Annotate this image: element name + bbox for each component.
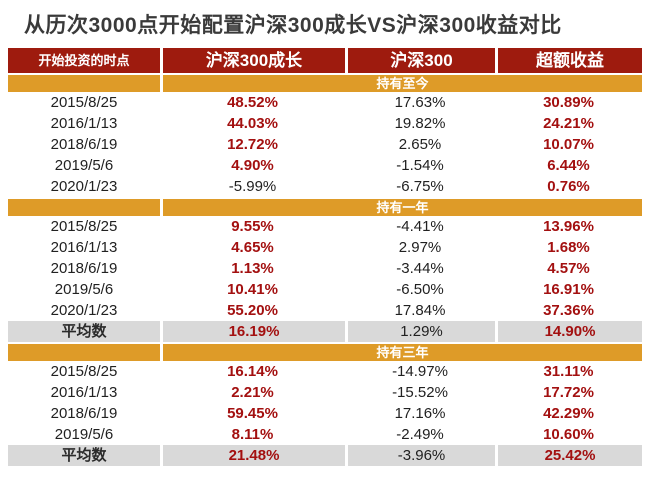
value-cell: 2.97% — [345, 237, 495, 258]
section-band-label: 持有至今 — [160, 75, 642, 92]
average-value-cell: 25.42% — [495, 445, 642, 466]
date-cell: 2019/5/6 — [8, 155, 160, 176]
value-cell: 44.03% — [160, 113, 345, 134]
value-cell: -2.49% — [345, 424, 495, 445]
date-cell: 2019/5/6 — [8, 279, 160, 300]
header-csi300: 沪深300 — [345, 48, 495, 73]
value-cell: 48.52% — [160, 92, 345, 113]
value-cell: 42.29% — [495, 403, 642, 424]
value-cell: 19.82% — [345, 113, 495, 134]
value-cell: -5.99% — [160, 176, 345, 197]
average-label: 平均数 — [8, 445, 160, 466]
value-cell: 17.72% — [495, 382, 642, 403]
value-cell: 1.68% — [495, 237, 642, 258]
value-cell: 0.76% — [495, 176, 642, 197]
section-band: 持有三年 — [8, 342, 642, 361]
average-row: 平均数 16.19% 1.29% 14.90% — [8, 321, 642, 342]
header-excess-return: 超额收益 — [495, 48, 642, 73]
value-cell: 2.65% — [345, 134, 495, 155]
date-cell: 2015/8/25 — [8, 361, 160, 382]
section-band-label: 持有三年 — [160, 344, 642, 361]
value-cell: 4.65% — [160, 237, 345, 258]
average-value-cell: 16.19% — [160, 321, 345, 342]
average-value-cell: 14.90% — [495, 321, 642, 342]
date-cell: 2019/5/6 — [8, 424, 160, 445]
date-cell: 2020/1/23 — [8, 300, 160, 321]
table-row: 2019/5/6 8.11% -2.49% 10.60% — [8, 424, 642, 445]
average-label: 平均数 — [8, 321, 160, 342]
header-start-date: 开始投资的时点 — [8, 48, 160, 73]
section-band: 持有一年 — [8, 197, 642, 216]
value-cell: 17.16% — [345, 403, 495, 424]
table-body: 持有至今 2015/8/25 48.52% 17.63% 30.89% 2016/1/13… — [8, 73, 642, 466]
value-cell: 8.11% — [160, 424, 345, 445]
value-cell: 10.60% — [495, 424, 642, 445]
table-row: 2015/8/25 48.52% 17.63% 30.89% — [8, 92, 642, 113]
value-cell: -1.54% — [345, 155, 495, 176]
value-cell: 17.63% — [345, 92, 495, 113]
value-cell: -6.75% — [345, 176, 495, 197]
table-row: 2016/1/13 4.65% 2.97% 1.68% — [8, 237, 642, 258]
date-cell: 2016/1/13 — [8, 382, 160, 403]
table-row: 2020/1/23 -5.99% -6.75% 0.76% — [8, 176, 642, 197]
value-cell: 13.96% — [495, 216, 642, 237]
table-row: 2016/1/13 44.03% 19.82% 24.21% — [8, 113, 642, 134]
value-cell: -14.97% — [345, 361, 495, 382]
value-cell: 10.07% — [495, 134, 642, 155]
value-cell: -3.44% — [345, 258, 495, 279]
table-row: 2015/8/25 16.14% -14.97% 31.11% — [8, 361, 642, 382]
table-row: 2018/6/19 1.13% -3.44% 4.57% — [8, 258, 642, 279]
section-band-left — [8, 344, 160, 361]
value-cell: 6.44% — [495, 155, 642, 176]
value-cell: 30.89% — [495, 92, 642, 113]
average-value-cell: 21.48% — [160, 445, 345, 466]
date-cell: 2020/1/23 — [8, 176, 160, 197]
average-row: 平均数 21.48% -3.96% 25.42% — [8, 445, 642, 466]
returns-comparison-table: 开始投资的时点 沪深300成长 沪深300 超额收益 持有至今 2015/8/25… — [8, 48, 642, 466]
section-band-label: 持有一年 — [160, 199, 642, 216]
table-row: 2016/1/13 2.21% -15.52% 17.72% — [8, 382, 642, 403]
value-cell: 31.11% — [495, 361, 642, 382]
value-cell: 24.21% — [495, 113, 642, 134]
value-cell: 59.45% — [160, 403, 345, 424]
header-csi300-growth: 沪深300成长 — [160, 48, 345, 73]
table-row: 2019/5/6 4.90% -1.54% 6.44% — [8, 155, 642, 176]
value-cell: 2.21% — [160, 382, 345, 403]
value-cell: 37.36% — [495, 300, 642, 321]
value-cell: 17.84% — [345, 300, 495, 321]
date-cell: 2018/6/19 — [8, 258, 160, 279]
page-title: 从历次3000点开始配置沪深300成长VS沪深300收益对比 — [24, 14, 562, 37]
date-cell: 2018/6/19 — [8, 403, 160, 424]
table-row: 2015/8/25 9.55% -4.41% 13.96% — [8, 216, 642, 237]
value-cell: 4.90% — [160, 155, 345, 176]
average-value-cell: -3.96% — [345, 445, 495, 466]
value-cell: -4.41% — [345, 216, 495, 237]
average-value-cell: 1.29% — [345, 321, 495, 342]
value-cell: -6.50% — [345, 279, 495, 300]
date-cell: 2018/6/19 — [8, 134, 160, 155]
date-cell: 2015/8/25 — [8, 216, 160, 237]
section-band-left — [8, 199, 160, 216]
table-header-row: 开始投资的时点 沪深300成长 沪深300 超额收益 — [8, 48, 642, 73]
value-cell: 1.13% — [160, 258, 345, 279]
value-cell: 4.57% — [495, 258, 642, 279]
section-band-left — [8, 75, 160, 92]
value-cell: 16.91% — [495, 279, 642, 300]
table-row: 2018/6/19 12.72% 2.65% 10.07% — [8, 134, 642, 155]
section-band: 持有至今 — [8, 73, 642, 92]
date-cell: 2016/1/13 — [8, 237, 160, 258]
table-row: 2018/6/19 59.45% 17.16% 42.29% — [8, 403, 642, 424]
value-cell: 9.55% — [160, 216, 345, 237]
value-cell: 16.14% — [160, 361, 345, 382]
table-row: 2019/5/6 10.41% -6.50% 16.91% — [8, 279, 642, 300]
value-cell: 55.20% — [160, 300, 345, 321]
table-row: 2020/1/23 55.20% 17.84% 37.36% — [8, 300, 642, 321]
date-cell: 2016/1/13 — [8, 113, 160, 134]
value-cell: 10.41% — [160, 279, 345, 300]
date-cell: 2015/8/25 — [8, 92, 160, 113]
value-cell: 12.72% — [160, 134, 345, 155]
value-cell: -15.52% — [345, 382, 495, 403]
